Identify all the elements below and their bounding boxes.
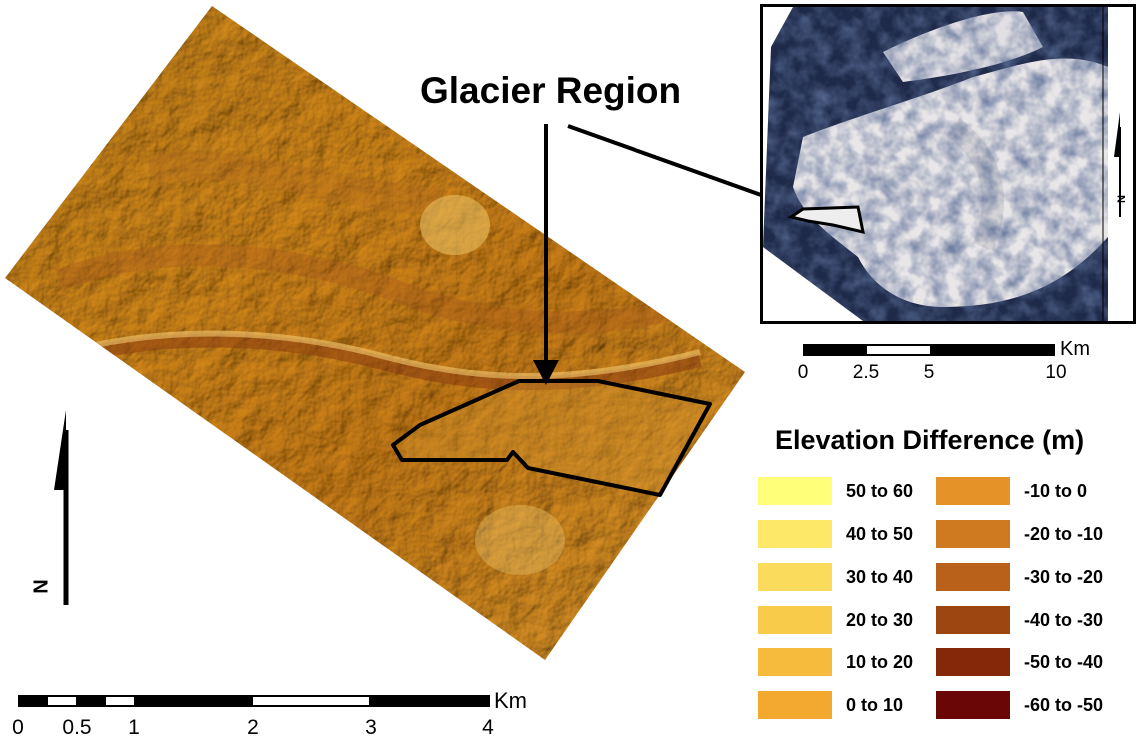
main-scale-tick: 2 [247,716,259,739]
main-scale-unit: Km [494,688,527,713]
ridge-highlight [94,330,701,379]
legend-label: -10 to 0 [1024,480,1088,501]
legend-item: -30 to -20 [936,563,1103,591]
legend-label: -20 to -10 [1024,523,1104,544]
inset-glacier-outline [787,205,865,234]
legend-label: 10 to 20 [846,651,914,672]
main-scale-tick: 4 [482,716,494,739]
legend-label: -40 to -30 [1024,609,1104,630]
legend-swatch [758,520,832,548]
legend-swatch [936,563,1010,591]
main-scale-tick: 0.5 [62,716,92,739]
pointer-arrow-inset [567,124,760,197]
legend-label: 20 to 30 [846,609,914,630]
legend-item: -60 to -50 [936,691,1103,719]
glacier-region-outline [391,379,712,497]
main-scale-bar [18,695,490,707]
main-scale-tick: 0 [12,716,24,739]
north-arrowhead [54,410,66,490]
legend-item: -50 to -40 [936,648,1103,676]
legend-label: 40 to 50 [846,523,914,544]
legend-item: 10 to 20 [758,648,913,676]
legend-item: -20 to -10 [936,520,1103,548]
legend-label: -60 to -50 [1024,694,1104,715]
legend-item: 20 to 30 [758,606,913,634]
north-label: N [30,579,53,594]
legend-label: -30 to -20 [1024,566,1104,587]
legend-swatch [758,477,832,505]
elevation-difference-map[interactable] [0,0,760,690]
main-scale-tick: 1 [128,716,140,739]
legend-title: Elevation Difference (m) [775,425,1085,455]
inset-north-label: N [1116,195,1128,203]
legend-item: 30 to 40 [758,563,913,591]
inset-scale-bar [803,344,1055,356]
main-scale-tick: 3 [365,716,377,739]
inset-map-frame: N [760,4,1136,324]
legend-label: 0 to 10 [846,694,904,715]
inset-rock-texture [763,7,1108,321]
inset-scale-tick: 10 [1045,362,1067,383]
legend-item: 50 to 60 [758,477,913,505]
inset-scale-tick: 0 [797,362,809,383]
legend-item: -10 to 0 [936,477,1087,505]
legend-swatch [936,606,1010,634]
legend-swatch [758,691,832,719]
valley-band [146,151,441,214]
legend-swatch [936,520,1010,548]
pointer-arrowhead-main [533,360,559,385]
legend-label: -50 to -40 [1024,651,1104,672]
inset-scale-tick: 5 [923,362,935,383]
legend-swatch [936,691,1010,719]
legend-item: 40 to 50 [758,520,913,548]
legend-swatch [758,563,832,591]
inset-scale-unit: Km [1060,338,1090,360]
ridge-band [55,244,704,334]
legend-item: 0 to 10 [758,691,903,719]
legend-swatch [758,648,832,676]
legend-swatch [936,648,1010,676]
legend-label: 30 to 40 [846,566,914,587]
inset-scale-tick: 2.5 [852,362,880,383]
glacier-region-label: Glacier Region [420,70,682,111]
legend-swatch [936,477,1010,505]
inset-satellite-image[interactable]: N [763,7,1133,321]
legend-label: 50 to 60 [846,480,914,501]
legend-swatch [758,606,832,634]
legend-item: -40 to -30 [936,606,1103,634]
terrain-area [5,6,745,660]
